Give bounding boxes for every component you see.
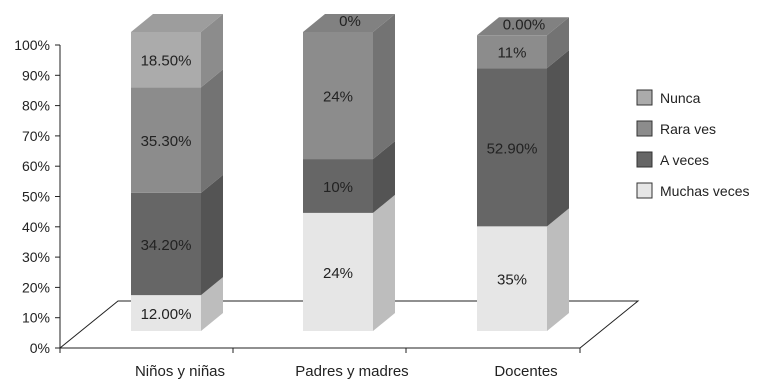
bar-segment-side xyxy=(201,69,223,193)
data-label: 18.50% xyxy=(141,53,192,70)
y-tick-label: 80% xyxy=(22,98,50,114)
data-label: 12.00% xyxy=(141,306,192,323)
y-tick-label: 100% xyxy=(14,37,50,53)
bar-segment-side xyxy=(547,208,569,331)
y-tick-label: 90% xyxy=(22,67,50,83)
data-label: 52.90% xyxy=(487,140,538,157)
legend-label: A veces xyxy=(660,152,709,168)
y-tick-label: 50% xyxy=(22,189,50,205)
y-tick-label: 10% xyxy=(22,310,50,326)
bar-segment-side xyxy=(547,50,569,227)
data-label: 35% xyxy=(497,272,527,289)
bar-segment xyxy=(477,68,547,227)
x-category-label: Padres y madres xyxy=(295,363,408,380)
legend-label: Nunca xyxy=(660,90,701,106)
bar-segment xyxy=(131,32,201,88)
y-tick-label: 0% xyxy=(30,340,50,356)
x-category-label: Docentes xyxy=(494,363,557,380)
bar-segment-side xyxy=(201,174,223,296)
bar-segment-side xyxy=(373,141,395,213)
bar-segment xyxy=(477,35,547,69)
bar-top-face xyxy=(303,14,395,32)
bar-top-face xyxy=(131,14,223,32)
bar-segment xyxy=(131,295,201,331)
legend-label: Rara ves xyxy=(660,121,716,137)
data-label: 11% xyxy=(498,45,527,62)
data-labels: 12.00% 34.20% 35.30% 18.50% 24% 10% 24% 0% 35% 52… xyxy=(141,13,546,323)
y-tick-label: 60% xyxy=(22,158,50,174)
y-tick-label: 20% xyxy=(22,279,50,295)
data-label: 34.20% xyxy=(141,237,192,254)
legend-label: Muchas veces xyxy=(660,183,749,199)
bar-top-face xyxy=(477,17,569,36)
bar-segment-side xyxy=(547,17,569,69)
x-category-label: Niños y niñas xyxy=(135,363,225,380)
legend-swatch xyxy=(636,151,653,168)
bar-segment-side xyxy=(201,14,223,88)
data-label: 24% xyxy=(323,89,353,106)
bars xyxy=(131,14,569,331)
bar-segment-side xyxy=(201,277,223,331)
data-label: 24% xyxy=(323,265,353,282)
bar-segment xyxy=(303,32,373,160)
bar-segment xyxy=(131,192,201,296)
bar-segment xyxy=(477,226,547,331)
bar-segment xyxy=(303,159,373,213)
bar-segment xyxy=(131,87,201,193)
axes: 0% 10% 20% 30% 40% 50% 60% 70% 80% 90% 100% Niños y… xyxy=(14,37,640,380)
data-label: 10% xyxy=(323,179,353,196)
data-label: 35.30% xyxy=(141,133,192,150)
legend-swatch xyxy=(636,182,653,199)
legend: Nunca Rara ves A veces Muchas veces xyxy=(636,89,749,199)
legend-swatch xyxy=(636,89,653,106)
data-label: 0.00% xyxy=(503,16,546,33)
bar-segment-side xyxy=(373,14,395,160)
y-tick-label: 70% xyxy=(22,128,50,144)
data-label: 0% xyxy=(339,13,361,30)
bar-segment-side xyxy=(373,194,395,331)
y-tick-label: 30% xyxy=(22,249,50,265)
legend-swatch xyxy=(636,120,653,137)
bar-segment xyxy=(303,212,373,331)
y-tick-label: 40% xyxy=(22,219,50,235)
